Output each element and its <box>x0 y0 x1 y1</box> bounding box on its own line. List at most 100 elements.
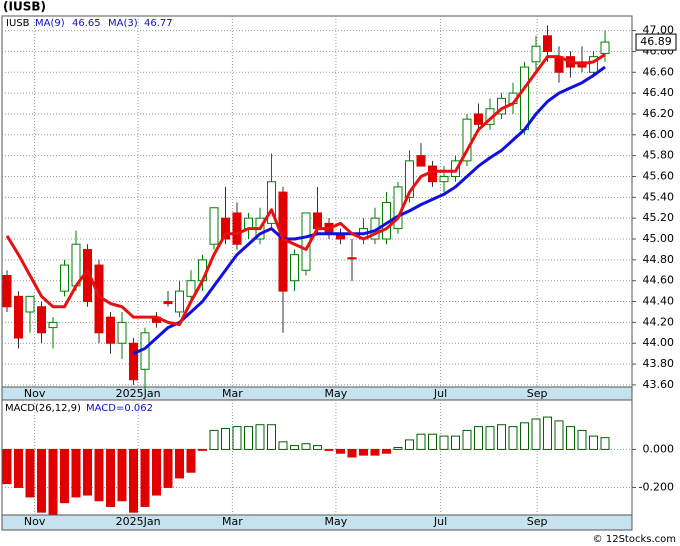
x-tick-label: Mar <box>222 515 243 528</box>
last-price-box <box>635 33 677 51</box>
macd-bar <box>359 448 368 456</box>
macd-bar <box>497 424 506 450</box>
candle-body <box>106 316 115 344</box>
macd-value: MACD=0.062 <box>86 403 153 414</box>
candle-body <box>175 290 184 313</box>
candle-body <box>2 274 12 308</box>
candle-body <box>589 56 598 73</box>
macd-bar <box>83 448 92 496</box>
macd-bar <box>543 416 552 450</box>
macd-bar <box>393 447 403 450</box>
macd-bar <box>244 426 253 450</box>
candle-body <box>60 264 69 292</box>
ma-line <box>132 65 606 356</box>
y-tick-label: 45.80 <box>643 149 675 162</box>
candle-body <box>416 155 426 167</box>
x-tick-label: Mar <box>222 387 243 400</box>
candle-body <box>531 45 541 63</box>
macd-bar <box>589 435 598 450</box>
macd-bar <box>382 448 391 454</box>
macd-bar <box>60 448 69 504</box>
y-tick-label: 45.60 <box>643 169 675 182</box>
macd-bar <box>370 448 380 456</box>
macd-bar <box>451 435 460 450</box>
macd-bar <box>301 443 311 450</box>
legend-label: MA(3) <box>108 18 138 29</box>
macd-bar <box>117 448 127 502</box>
macd-bar <box>290 445 299 450</box>
ma-line <box>5 53 606 326</box>
y-tick-label: 0.000 <box>643 442 675 455</box>
candle-body <box>48 321 58 329</box>
y-tick-label: 44.00 <box>643 336 675 349</box>
macd-bar <box>416 433 426 450</box>
legend-label: MA(9) <box>35 18 65 29</box>
candle-body <box>244 217 253 230</box>
macd-bar <box>221 428 230 450</box>
macd-bar <box>347 448 357 458</box>
y-tick-label: 46.60 <box>643 65 675 78</box>
candle-body <box>290 254 299 282</box>
macd-bar <box>186 448 196 473</box>
x-tick-label: Jul <box>433 515 447 528</box>
x-tick-label: Jul <box>433 387 447 400</box>
candle-body <box>209 207 219 245</box>
chart-title: (IUSB) <box>3 0 46 14</box>
macd-bar <box>485 426 495 450</box>
candle-body <box>232 212 242 245</box>
macd-bar <box>209 429 219 450</box>
x-tick-label: Sep <box>527 515 548 528</box>
macd-bar <box>94 448 104 502</box>
y-tick-label: -0.200 <box>639 480 674 493</box>
macd-bar <box>439 435 449 450</box>
candle-body <box>462 118 472 162</box>
candle-body <box>129 342 138 381</box>
macd-bar <box>520 422 529 450</box>
x-tick-label: 2025Jan <box>116 387 161 400</box>
candle-body <box>37 306 46 334</box>
candle-body <box>313 212 322 230</box>
macd-bar <box>267 424 276 450</box>
candle-body <box>163 301 173 305</box>
x-tick-label: Sep <box>527 387 548 400</box>
macd-bar <box>163 448 173 488</box>
macd-bar <box>48 448 58 515</box>
macd-bar <box>198 448 207 451</box>
watermark: © 12Stocks.com <box>593 534 676 545</box>
x-tick-label: 2025Jan <box>116 515 161 528</box>
candle-body <box>221 217 230 240</box>
x-tick-label: May <box>325 387 348 400</box>
y-tick-label: 44.60 <box>643 274 675 287</box>
candle-body <box>117 321 127 344</box>
macd-bar <box>577 429 587 450</box>
macd-bar <box>566 426 575 450</box>
last-price-label: 46.89 <box>640 35 672 48</box>
macd-bar <box>508 426 518 450</box>
macd-bar <box>71 448 81 498</box>
y-tick-label: 43.80 <box>643 357 675 370</box>
macd-bar <box>313 445 322 450</box>
candle-body <box>267 181 276 224</box>
y-tick-label: 46.00 <box>643 128 675 141</box>
candle-body <box>439 175 449 183</box>
macd-bar <box>129 448 138 513</box>
macd-bar <box>405 439 414 450</box>
macd-title: MACD(26,12,9) <box>5 403 81 414</box>
y-tick-label: 45.40 <box>643 190 675 203</box>
candle-body <box>186 280 196 297</box>
macd-bar <box>324 448 334 451</box>
macd-bar <box>600 437 610 450</box>
macd-bar <box>255 424 265 450</box>
candle-body <box>347 257 357 260</box>
legend-value: 46.77 <box>144 18 173 29</box>
legend-symbol: IUSB <box>6 18 30 29</box>
candle-body <box>520 66 529 131</box>
x-tick-label: Nov <box>24 387 46 400</box>
macd-bar <box>152 448 161 496</box>
macd-bar <box>37 448 46 513</box>
x-axis-band <box>1 514 633 531</box>
candle-body <box>405 160 414 198</box>
macd-bar <box>278 441 288 450</box>
macd-bar <box>531 418 541 450</box>
